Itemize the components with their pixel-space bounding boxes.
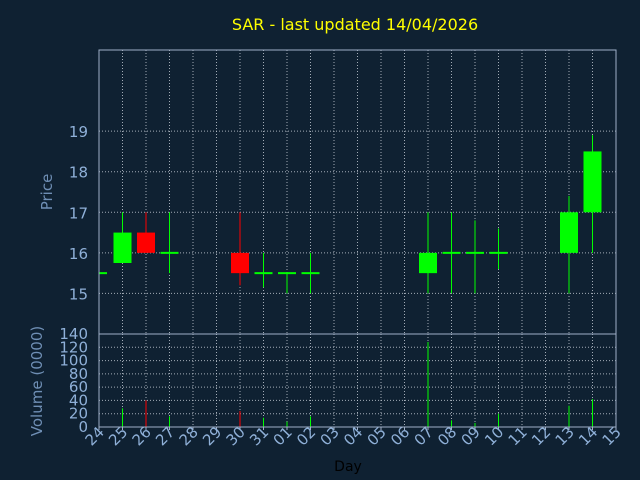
candle-body-24 [99,272,107,275]
price-tick-label: 17 [69,204,88,222]
price-grid [99,50,616,334]
volume-axis-label: Volume (0000) [28,326,46,436]
candle-body-01 [278,272,296,275]
price-tick-label: 16 [69,245,88,263]
candle-body-14 [583,151,602,213]
candle-body-27 [160,251,179,254]
x-axis-label: Day [334,459,362,475]
volume-tick-label: 80 [69,365,88,383]
volume-tick-label: 20 [69,405,88,423]
volume-bars [122,341,593,427]
price-axis-label: Price [38,174,56,211]
volume-tick-label: 120 [59,338,88,356]
candle-body-31 [254,272,273,275]
candle-body-08 [442,251,461,254]
volume-tick-label: 60 [69,378,88,396]
volume-tick-label: 100 [59,352,88,370]
candle-body-25 [113,232,132,263]
price-tick-label: 18 [69,164,88,182]
candle-body-02 [301,272,320,275]
volume-tick-label: 40 [69,391,88,409]
volume-panel-frame [98,333,617,428]
candle-body-13 [560,212,578,253]
candle-body-09 [466,251,484,254]
candle-body-30 [231,252,249,274]
candlesticks [99,135,602,294]
price-tick-label: 19 [69,123,88,141]
candle-body-10 [489,251,508,254]
volume-tick-label: 0 [78,418,88,436]
candle-body-07 [419,252,437,274]
price-tick-label: 15 [69,285,88,303]
volume-grid [99,334,616,427]
chart-title: SAR - last updated 14/04/2026 [232,15,478,34]
volume-tick-label: 140 [59,325,88,343]
price-y-ticks: 15 16 17 18 19 [69,123,88,303]
candle-body-26 [137,232,155,253]
